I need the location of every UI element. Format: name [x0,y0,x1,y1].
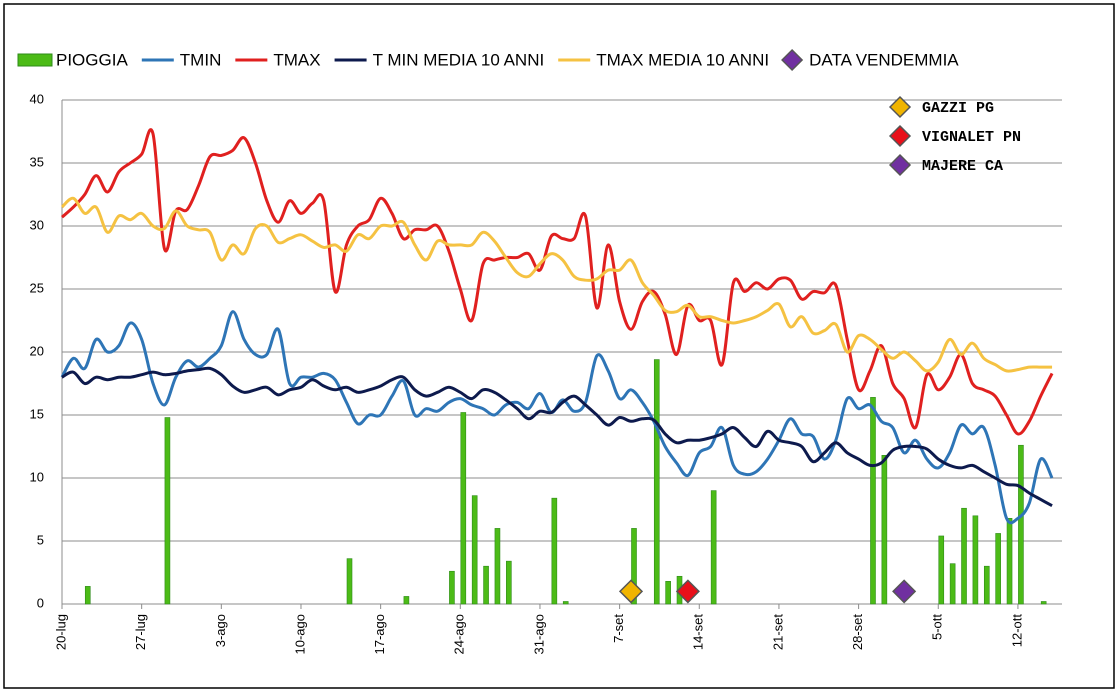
rain-bar [1006,518,1013,605]
rain-bar [483,565,489,605]
y-tick-label: 35 [30,154,44,169]
legend-label: VIGNALET PN [922,129,1021,146]
y-tick-label: 40 [30,91,44,106]
rain-bar [631,528,637,605]
y-tick-label: 15 [30,406,44,421]
x-tick-label: 21-set [770,614,785,651]
legend-diamond [888,153,912,177]
legend-label: T MIN MEDIA 10 ANNI [373,50,545,69]
x-tick-label: 28-set [850,614,865,651]
legend-diamond [888,124,912,148]
legend-label: PIOGGIA [56,50,128,69]
x-tick-label: 10-ago [292,614,307,654]
temp-line [60,196,1053,373]
rain-bar [665,581,671,605]
legend-label: MAJERE CA [922,158,1003,175]
x-tick-label: 17-ago [372,614,387,654]
legend-label: TMAX MEDIA 10 ANNI [596,50,769,69]
rain-bar [494,528,501,605]
temp-line [61,366,1053,508]
rain-bar [949,563,956,605]
x-tick-label: 5-ott [930,614,945,640]
rain-bar [870,397,876,605]
y-tick-label: 25 [30,280,44,295]
rain-bar [961,507,967,605]
x-tick-label: 24-ago [452,614,467,654]
rain-bar [995,533,1001,605]
legend-label: TMIN [180,50,222,69]
rain-bar [460,412,467,605]
rain-bar [84,586,91,605]
rain-bar [449,570,455,605]
legend-diamond [781,48,804,72]
x-tick-label: 31-ago [531,614,546,654]
harvest-marker [618,579,644,604]
rain-bar [1040,601,1047,605]
y-tick-label: 5 [37,532,44,547]
x-tick-label: 20-lug [53,614,68,650]
legend-label: TMAX [273,50,320,69]
rain-bar [471,495,478,605]
legend-diamond [888,95,912,119]
rain-bar [403,596,410,605]
rain-bar [551,497,558,605]
x-tick-label: 12-ott [1009,614,1024,648]
harvest-marker [892,579,917,604]
harvest-marker [675,579,700,604]
rain-bar [562,601,569,605]
rain-bar [1018,444,1024,605]
y-tick-label: 30 [30,217,44,232]
rain-bar [164,417,171,605]
x-tick-label: 14-set [691,614,706,651]
rain-bar [710,490,717,605]
y-tick-label: 10 [30,469,44,484]
rain-bar [983,565,990,605]
rain-bar [506,560,512,605]
legend-label: DATA VENDEMMIA [809,50,959,69]
rain-bar [881,455,888,605]
rain-bar [938,535,945,605]
legend-label: GAZZI PG [922,100,994,117]
y-tick-label: 0 [37,595,44,610]
legend-swatch [17,53,53,67]
x-tick-label: 27-lug [133,614,148,650]
x-tick-label: 3-ago [213,614,228,647]
x-tick-label: 7-set [611,614,626,643]
rain-bar [346,558,353,605]
y-tick-label: 20 [30,343,44,358]
rain-bar [653,359,660,605]
rain-bar [972,515,979,605]
frame [3,3,1115,689]
